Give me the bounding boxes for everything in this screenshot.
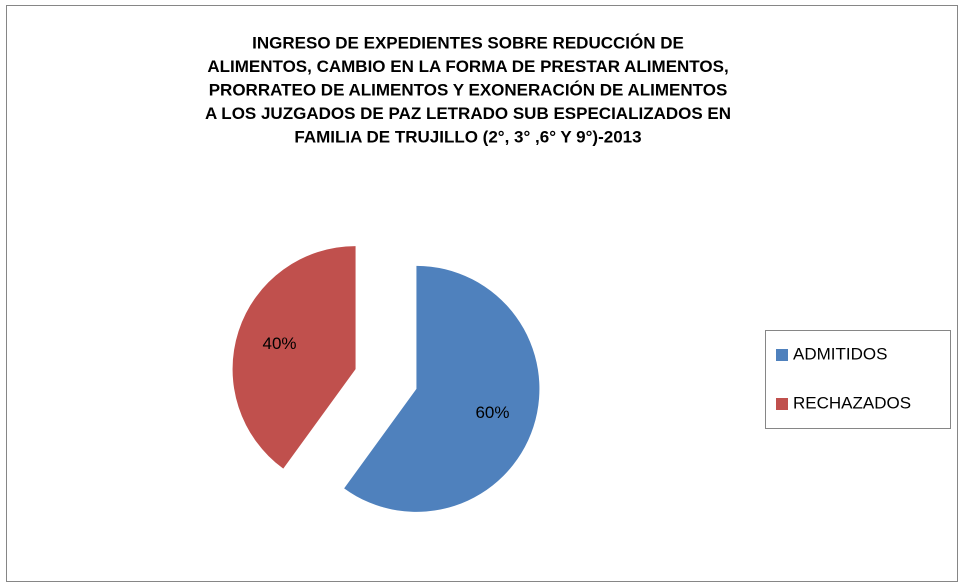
data-label: 60% [475,403,509,422]
chart-title: INGRESO DE EXPEDIENTES SOBRE REDUCCIÓN D… [252,33,684,52]
pie-slice [232,246,356,469]
data-label: 40% [263,334,297,353]
chart-title: PRORRATEO DE ALIMENTOS Y EXONERACIÓN DE … [209,80,728,99]
chart-title: A LOS JUZGADOS DE PAZ LETRADO SUB ESPECI… [205,104,731,123]
legend-label: RECHAZADOS [793,393,911,412]
legend-swatch [776,349,788,361]
legend-swatch [776,398,788,410]
chart-title: FAMILIA DE TRUJILLO (2°, 3° ,6° Y 9°)-20… [294,127,641,146]
chart-title: ALIMENTOS, CAMBIO EN LA FORMA DE PRESTAR… [207,57,728,76]
pie-slice [344,265,540,512]
legend-label: ADMITIDOS [793,344,887,363]
legend-box [765,330,951,429]
